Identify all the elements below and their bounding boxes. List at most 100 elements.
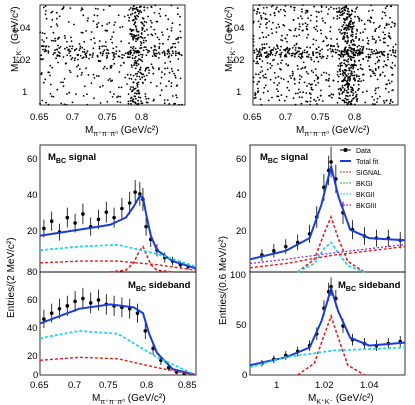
scatter-point	[353, 59, 356, 62]
legend-item-total-fit: Total fit	[340, 159, 378, 166]
scatter-point	[128, 8, 131, 11]
scatter-point	[141, 21, 143, 24]
scatter-point	[81, 57, 84, 60]
scatter-point	[329, 26, 332, 29]
scatter-point	[347, 102, 350, 104]
scatter-point	[252, 80, 255, 83]
scatter-point	[115, 53, 117, 55]
scatter-point	[333, 45, 336, 48]
scatter-point	[293, 6, 296, 9]
scatter-point	[374, 41, 377, 44]
scatter-point	[298, 50, 300, 53]
scatter-point	[168, 71, 171, 74]
scatter-point	[131, 9, 134, 12]
scatter-point	[252, 20, 255, 23]
scatter-point	[362, 31, 364, 33]
scatter-point	[346, 42, 348, 45]
legend-item-data: Data	[340, 148, 371, 155]
scatter-point	[318, 52, 321, 55]
scatter-point	[55, 23, 58, 25]
scatter-point	[315, 25, 318, 28]
scatter-point	[166, 28, 169, 31]
scatter-point	[308, 82, 310, 85]
data-point	[272, 249, 276, 253]
scatter-point	[358, 20, 361, 22]
scatter-point	[284, 10, 287, 13]
scatter-point	[317, 60, 320, 63]
scatter-point	[259, 48, 261, 50]
scatter-point	[382, 31, 385, 34]
scatter-point	[342, 72, 344, 75]
scatter-point	[71, 45, 74, 48]
scatter-point	[67, 48, 69, 51]
scatter-point	[170, 29, 173, 32]
scatter-point	[300, 52, 302, 55]
phi-signal-label: MBC signal	[260, 152, 308, 165]
scatter-point	[277, 23, 280, 26]
scatter-point	[113, 56, 116, 59]
scatter-point	[359, 32, 362, 34]
scatter-point	[68, 91, 71, 94]
scatter-point	[355, 33, 358, 35]
scatter-point	[93, 97, 95, 100]
scatter-point	[129, 88, 132, 90]
scatter-point	[313, 60, 316, 63]
scatter-point	[314, 28, 317, 31]
scatter-point	[375, 27, 378, 30]
scatter-point	[347, 39, 349, 42]
scatter-point	[130, 90, 133, 93]
scatter-point	[54, 37, 57, 40]
scatter-point	[78, 43, 81, 45]
scatter-point	[111, 51, 114, 54]
scatter-point	[49, 74, 51, 77]
scatter-point	[300, 102, 303, 105]
scatter-point	[106, 23, 108, 25]
phi-sideband-label: MBC sideband	[338, 280, 401, 293]
scatter-point	[306, 85, 308, 87]
scatter-point	[355, 7, 357, 10]
scatter-point	[167, 18, 170, 21]
scatter-point	[145, 74, 148, 77]
scatter-point	[349, 20, 352, 23]
scatter-point	[40, 54, 43, 57]
scatter-point	[331, 55, 334, 58]
ytick: 1	[22, 87, 27, 98]
scatter-point	[360, 80, 362, 82]
scatter-point	[112, 47, 115, 50]
scatter-point	[328, 77, 330, 80]
scatter-point	[84, 53, 87, 56]
scatter-point	[130, 103, 132, 105]
scatter-point	[139, 68, 142, 71]
scatter-point	[306, 11, 309, 13]
data-point	[144, 224, 148, 229]
scatter-point	[337, 80, 339, 83]
scatter-point	[343, 12, 346, 14]
scatter-point	[310, 56, 312, 59]
scatter-point	[121, 25, 124, 28]
scatter-point	[305, 100, 307, 103]
scatter-point	[383, 101, 386, 104]
scatter-point	[152, 72, 155, 75]
scatter-point	[299, 15, 302, 17]
ytick: 20	[236, 226, 247, 237]
scatter-point	[391, 67, 394, 70]
scatter-point	[255, 62, 258, 65]
scatter-point	[143, 24, 146, 27]
scatter-point	[178, 23, 181, 26]
scatter-point	[180, 103, 183, 106]
scatter-point	[343, 21, 346, 24]
scatter-point	[301, 51, 304, 54]
scatter-point	[358, 77, 361, 80]
scatter-point	[333, 7, 335, 10]
scatter-point	[253, 9, 256, 12]
scatter-point	[338, 17, 341, 19]
scatter-point	[297, 17, 300, 19]
scatter-point	[81, 8, 84, 11]
scatter-point	[274, 54, 277, 57]
scatter-point	[81, 32, 84, 34]
scatter-point	[152, 67, 155, 70]
scatter-point	[362, 91, 364, 94]
scatter-point	[105, 52, 108, 55]
data-point	[96, 298, 101, 302]
ytick: 60	[236, 154, 247, 165]
